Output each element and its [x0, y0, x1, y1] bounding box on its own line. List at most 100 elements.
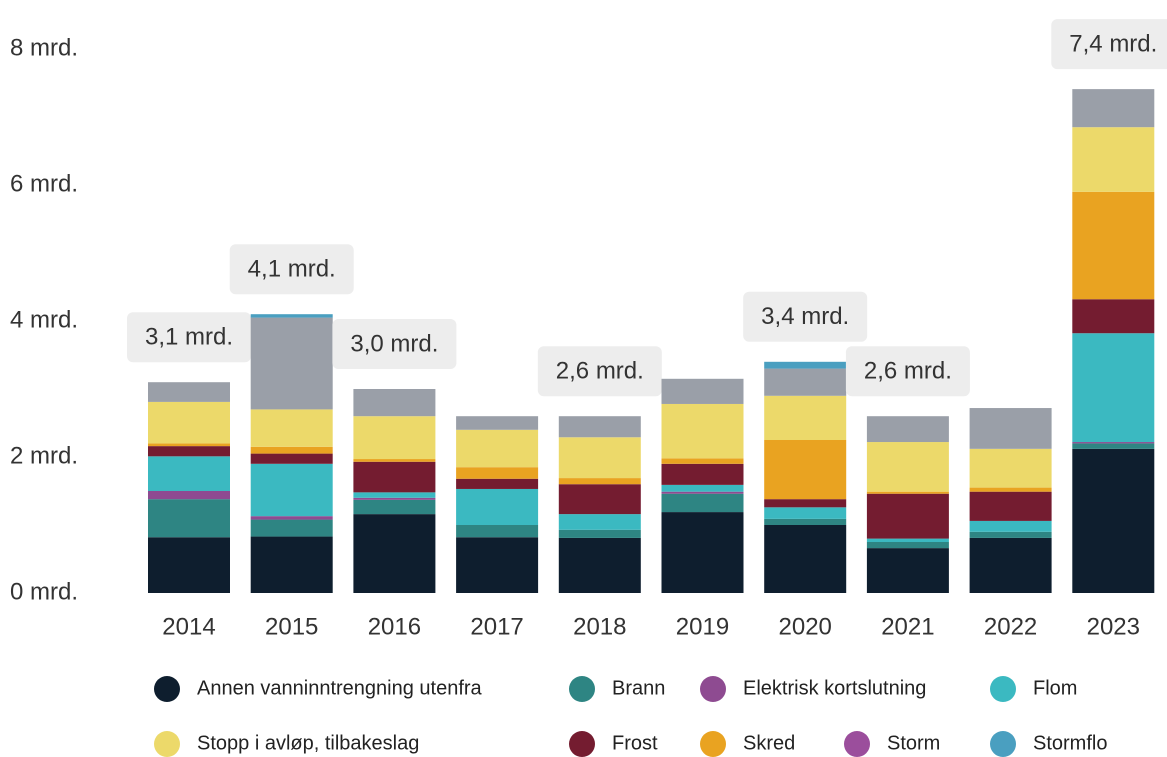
- bar-segment: [456, 478, 539, 489]
- bar-segment: [148, 456, 230, 491]
- bar-segment: [250, 446, 333, 454]
- bar-segment: [661, 463, 744, 485]
- bar-segment: [661, 491, 744, 494]
- bar-segment: [558, 437, 641, 479]
- legend-label: Annen vanninntrengning utenfra: [197, 677, 483, 699]
- bar-segment: [250, 453, 333, 464]
- bar-segment: [969, 487, 1052, 492]
- x-tick-label: 2023: [1087, 613, 1140, 640]
- x-tick-label: 2018: [573, 613, 626, 640]
- x-tick-label: 2020: [779, 613, 832, 640]
- bar-segment: [353, 459, 436, 462]
- total-label: 3,1 mrd.: [145, 324, 233, 351]
- bar-segment: [148, 401, 230, 444]
- bar-segment: [148, 499, 230, 538]
- total-label-box: [537, 346, 662, 397]
- total-label-box: [332, 319, 457, 369]
- bar-segment: [558, 514, 641, 530]
- bar-segment: [353, 389, 436, 417]
- bar-segment: [353, 499, 436, 515]
- bar-segment: [250, 409, 333, 447]
- bar-segment: [250, 317, 333, 410]
- total-label: 3,4 mrd.: [761, 303, 849, 330]
- bar-segment: [764, 368, 847, 396]
- bar-segment: [250, 314, 333, 318]
- bar-segment: [558, 478, 641, 485]
- bar-segment: [250, 519, 333, 537]
- bar-segment: [250, 463, 333, 517]
- bar-segment: [764, 525, 847, 593]
- bar-segment: [866, 416, 949, 443]
- bar-segment: [558, 484, 641, 515]
- bar-segment: [250, 516, 333, 520]
- legend-marker: [154, 676, 180, 702]
- bar-segment: [764, 518, 847, 525]
- total-label: 3,0 mrd.: [350, 330, 438, 357]
- bar-segment: [456, 429, 539, 468]
- bar-segment: [148, 537, 230, 593]
- legend-label: Frost: [612, 732, 658, 754]
- bar-segment: [1072, 443, 1155, 449]
- bar-segment: [353, 497, 436, 500]
- y-tick-label: 0 mrd.: [10, 578, 78, 605]
- bar-segment: [148, 446, 230, 457]
- legend-label: Stormflo: [1033, 732, 1107, 754]
- bar-segment: [764, 499, 847, 508]
- legend-marker: [700, 731, 726, 757]
- bar-segment: [969, 491, 1052, 521]
- bar-segment: [353, 514, 436, 593]
- y-tick-label: 6 mrd.: [10, 170, 78, 197]
- bar-segment: [353, 461, 436, 493]
- legend-label: Stopp i avløp, tilbakeslag: [197, 732, 419, 754]
- total-label: 2,6 mrd.: [556, 358, 644, 385]
- x-tick-label: 2017: [470, 613, 523, 640]
- legend-marker: [569, 676, 595, 702]
- bar-segment: [866, 442, 949, 492]
- total-label-box: [127, 312, 251, 363]
- bar-segment: [661, 378, 744, 404]
- bar-segment: [661, 484, 744, 492]
- bar-segment: [456, 467, 539, 479]
- y-tick-label: 4 mrd.: [10, 306, 78, 333]
- legend-marker: [844, 731, 870, 757]
- bar-segment: [1072, 448, 1155, 593]
- total-label-box: [743, 291, 868, 342]
- bar-segment: [969, 520, 1052, 532]
- legend-marker: [990, 731, 1016, 757]
- bar-segment: [1072, 191, 1155, 300]
- x-tick-label: 2021: [881, 613, 934, 640]
- x-tick-label: 2016: [368, 613, 421, 640]
- legend-label: Flom: [1033, 677, 1077, 699]
- y-tick-label: 2 mrd.: [10, 442, 78, 469]
- bar-segment: [969, 531, 1052, 538]
- legend-label: Storm: [887, 732, 940, 754]
- bar-segment: [1072, 127, 1155, 192]
- bar-segment: [661, 403, 744, 459]
- legend-label: Skred: [743, 732, 795, 754]
- total-label-box: [1051, 19, 1167, 70]
- bar-segment: [148, 491, 230, 500]
- bar-segment: [764, 361, 847, 369]
- bar-segment: [1072, 299, 1155, 334]
- bar-segment: [969, 408, 1052, 449]
- bar-segment: [764, 440, 847, 500]
- legend-marker: [569, 731, 595, 757]
- bar-segment: [661, 458, 744, 464]
- bar-segment: [969, 448, 1052, 488]
- bar-segment: [148, 382, 230, 402]
- bar-segment: [661, 493, 744, 513]
- bar-segment: [558, 529, 641, 538]
- bar-segment: [353, 416, 436, 460]
- bar-segment: [456, 416, 539, 430]
- x-tick-label: 2015: [265, 613, 318, 640]
- bar-segment: [456, 525, 539, 538]
- bar-segment: [866, 491, 949, 494]
- bar-segment: [558, 416, 641, 438]
- bar-segment: [1072, 333, 1155, 443]
- x-tick-label: 2014: [162, 613, 215, 640]
- total-label: 4,1 mrd.: [248, 256, 336, 283]
- total-label-box: [845, 346, 970, 397]
- bar-segment: [456, 537, 539, 593]
- legend-label: Brann: [612, 677, 665, 699]
